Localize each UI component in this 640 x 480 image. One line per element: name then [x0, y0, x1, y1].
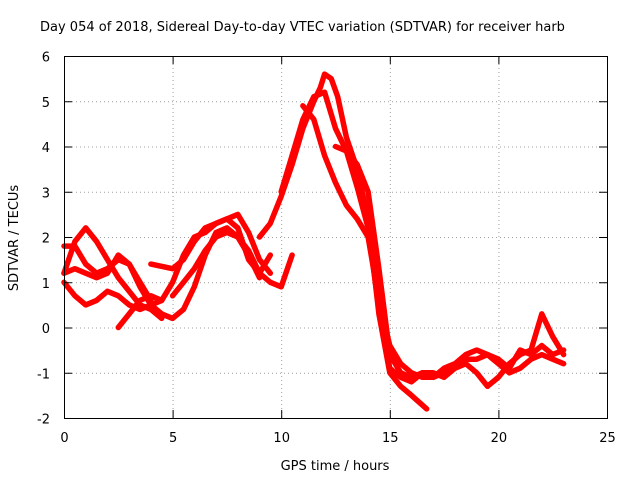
x-axis-label: GPS time / hours — [281, 459, 390, 474]
grid — [64, 56, 607, 418]
series-4-trace — [61, 279, 165, 313]
x-tick-label: 10 — [273, 431, 290, 446]
series-10-trace — [278, 89, 567, 381]
x-tick-label: 20 — [491, 431, 508, 446]
y-axis-label: SDTVAR / TECUs — [7, 185, 22, 292]
y-tick-label: -1 — [37, 367, 50, 382]
series-11-trace — [300, 103, 567, 390]
y-tick-label: 3 — [42, 186, 50, 201]
ticks — [64, 56, 608, 419]
chart-title: Day 054 of 2018, Sidereal Day-to-day VTE… — [40, 20, 565, 35]
tick-labels: 0 5 10 15 20 25 -2 -1 0 1 2 3 4 5 6 — [37, 51, 616, 447]
y-tick-label: 0 — [42, 322, 50, 337]
series-5-trace — [115, 216, 295, 331]
y-tick-label: 4 — [42, 141, 50, 156]
series-6-trace — [148, 211, 274, 276]
x-tick-label: 15 — [382, 431, 399, 446]
x-tick-label: 0 — [60, 431, 68, 446]
series-layer — [61, 71, 567, 412]
y-tick-label: 5 — [42, 96, 50, 111]
series-8-trace — [169, 229, 263, 299]
x-tick-label: 5 — [169, 431, 177, 446]
series-9-trace — [256, 71, 430, 412]
y-tick-label: 2 — [42, 232, 50, 247]
x-tick-label: 25 — [599, 431, 616, 446]
y-tick-label: 6 — [42, 51, 50, 66]
series-12-trace — [332, 143, 567, 385]
y-tick-label: 1 — [42, 277, 50, 292]
y-tick-label: -2 — [37, 413, 50, 428]
